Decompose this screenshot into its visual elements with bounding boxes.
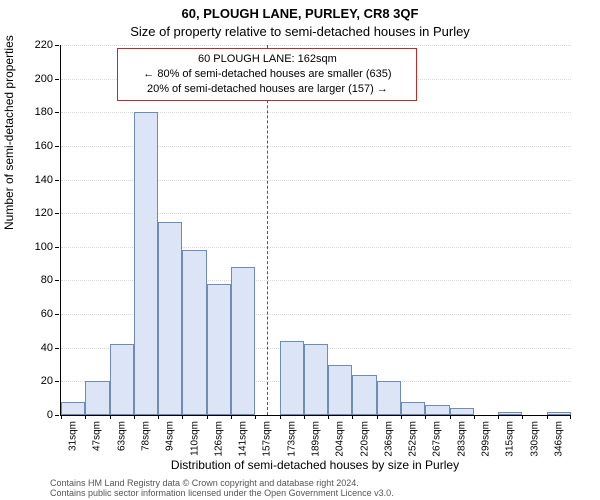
- x-tick: [474, 415, 475, 419]
- x-tick: [328, 415, 329, 419]
- x-tick-label: 220sqm: [359, 421, 370, 457]
- y-tick: [55, 146, 59, 147]
- histogram-bar: [231, 267, 255, 415]
- histogram-bar: [401, 402, 425, 415]
- chart-plot-area: 02040608010012014016018020022031sqm47sqm…: [60, 45, 571, 416]
- x-tick-label: 283sqm: [456, 421, 467, 457]
- y-tick: [55, 314, 59, 315]
- y-tick: [55, 381, 59, 382]
- y-axis-label: Number of semi-detached properties: [2, 35, 16, 230]
- annotation-box: 60 PLOUGH LANE: 162sqm← 80% of semi-deta…: [117, 48, 417, 101]
- x-tick-label: 204sqm: [335, 421, 346, 457]
- x-tick-label: 110sqm: [189, 421, 200, 456]
- histogram-bar: [352, 375, 376, 415]
- x-tick-label: 267sqm: [432, 421, 443, 457]
- x-tick: [547, 415, 548, 419]
- y-tick-label: 60: [41, 308, 53, 320]
- footer-line-1: Contains HM Land Registry data © Crown c…: [50, 478, 359, 488]
- y-tick: [55, 112, 59, 113]
- histogram-bar: [328, 365, 352, 415]
- y-tick-label: 40: [41, 342, 53, 354]
- x-tick: [255, 415, 256, 419]
- x-tick: [158, 415, 159, 419]
- y-tick: [55, 180, 59, 181]
- y-tick-label: 80: [41, 274, 53, 286]
- x-tick-label: 47sqm: [92, 421, 103, 451]
- histogram-bar: [85, 381, 109, 415]
- address-title: 60, PLOUGH LANE, PURLEY, CR8 3QF: [0, 6, 600, 21]
- x-tick: [61, 415, 62, 419]
- y-tick-label: 140: [35, 174, 53, 186]
- y-tick: [55, 247, 59, 248]
- chart-subtitle: Size of property relative to semi-detach…: [0, 24, 600, 39]
- x-tick: [280, 415, 281, 419]
- y-tick-label: 220: [35, 39, 53, 51]
- x-tick: [377, 415, 378, 419]
- y-tick-label: 120: [35, 207, 53, 219]
- footer-line-2: Contains public sector information licen…: [50, 488, 394, 498]
- y-tick: [55, 79, 59, 80]
- histogram-bar: [280, 341, 304, 415]
- y-tick-label: 180: [35, 106, 53, 118]
- x-tick: [570, 415, 571, 419]
- x-tick: [522, 415, 523, 419]
- x-tick-label: 78sqm: [141, 421, 152, 451]
- histogram-bar: [377, 381, 401, 415]
- x-tick: [304, 415, 305, 419]
- x-tick: [182, 415, 183, 419]
- y-tick: [55, 280, 59, 281]
- x-tick: [231, 415, 232, 419]
- y-tick-label: 20: [41, 375, 53, 387]
- histogram-bar: [134, 112, 158, 415]
- x-tick-label: 31sqm: [68, 421, 79, 451]
- y-tick-label: 160: [35, 140, 53, 152]
- histogram-bar: [450, 408, 474, 415]
- x-tick: [207, 415, 208, 419]
- histogram-bar: [498, 412, 522, 415]
- x-tick-label: 346sqm: [553, 421, 564, 457]
- y-tick: [55, 213, 59, 214]
- y-tick-label: 200: [35, 73, 53, 85]
- x-tick: [110, 415, 111, 419]
- x-tick-label: 63sqm: [116, 421, 127, 451]
- histogram-bar: [304, 344, 328, 415]
- histogram-bar: [182, 250, 206, 415]
- footer-attribution: Contains HM Land Registry data © Crown c…: [50, 478, 394, 498]
- x-tick: [134, 415, 135, 419]
- histogram-bar: [547, 412, 571, 415]
- y-tick: [55, 45, 59, 46]
- annotation-line: 60 PLOUGH LANE: 162sqm: [124, 52, 410, 67]
- x-tick-label: 315sqm: [505, 421, 516, 457]
- y-tick-label: 0: [47, 409, 53, 421]
- annotation-line: 20% of semi-detached houses are larger (…: [124, 82, 410, 97]
- histogram-bar: [110, 344, 134, 415]
- y-tick: [55, 348, 59, 349]
- x-tick: [352, 415, 353, 419]
- x-tick: [85, 415, 86, 419]
- x-tick: [425, 415, 426, 419]
- x-tick-label: 94sqm: [165, 421, 176, 451]
- histogram-bar: [61, 402, 85, 415]
- gridline: [61, 45, 571, 46]
- x-tick-label: 236sqm: [383, 421, 394, 457]
- x-tick-label: 330sqm: [529, 421, 540, 457]
- x-tick-label: 189sqm: [311, 421, 322, 457]
- y-tick: [55, 415, 59, 416]
- x-tick-label: 126sqm: [213, 421, 224, 457]
- y-tick-label: 100: [35, 241, 53, 253]
- histogram-bar: [207, 284, 231, 415]
- x-tick-label: 299sqm: [481, 421, 492, 457]
- annotation-line: ← 80% of semi-detached houses are smalle…: [124, 67, 410, 82]
- x-tick-label: 173sqm: [286, 421, 297, 457]
- x-tick-label: 141sqm: [238, 421, 249, 457]
- x-tick: [450, 415, 451, 419]
- x-axis-label: Distribution of semi-detached houses by …: [60, 458, 570, 472]
- x-tick: [401, 415, 402, 419]
- histogram-bar: [425, 405, 449, 415]
- x-tick: [498, 415, 499, 419]
- x-tick-label: 157sqm: [262, 421, 273, 457]
- histogram-bar: [158, 222, 182, 415]
- x-tick-label: 252sqm: [408, 421, 419, 457]
